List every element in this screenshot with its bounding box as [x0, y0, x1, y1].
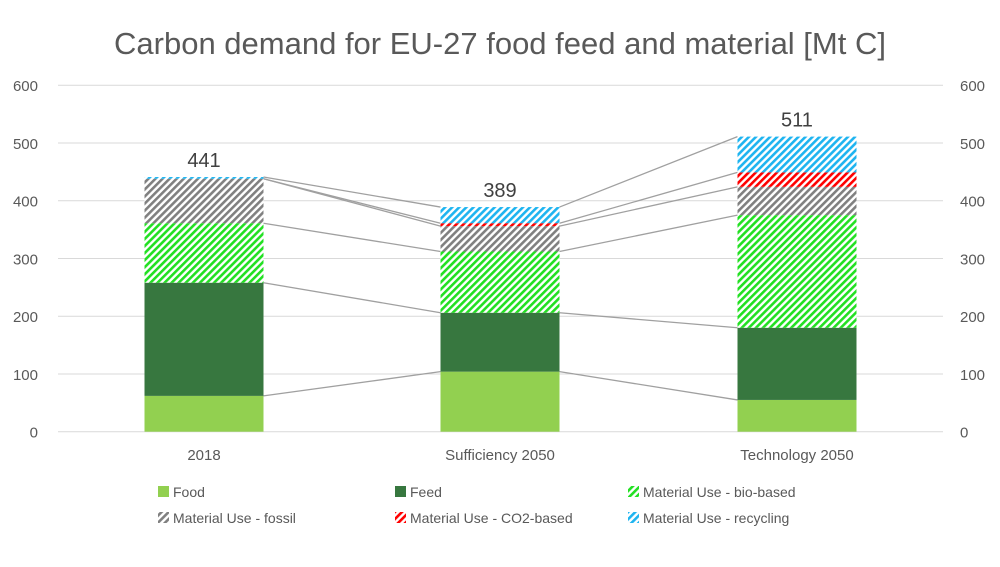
bar-segment-feed: [440, 312, 560, 372]
legend-item: Material Use - fossil: [158, 510, 296, 526]
legend-swatch: [158, 512, 169, 523]
y-tick-label-left: 300: [13, 251, 38, 268]
y-tick-label-left: 0: [30, 425, 38, 442]
legend-label: Food: [173, 484, 205, 500]
y-tick-label-left: 500: [13, 136, 38, 153]
series-line: [559, 171, 738, 224]
series-line: [263, 370, 441, 397]
y-tick-label-left: 100: [13, 367, 38, 384]
bar-segment-material-use-recycling: [144, 177, 264, 179]
legend-swatch: [158, 486, 169, 497]
bar-segment-material-use-fossil: [144, 178, 264, 224]
bar-segment-material-use-recycling: [440, 207, 560, 224]
y-tick-label-left: 200: [13, 309, 38, 326]
x-tick-label: Sufficiency 2050: [445, 447, 555, 464]
bar-segment-feed: [144, 282, 264, 396]
y-tick-label-left: 600: [13, 78, 38, 95]
bar-segment-material-use-bio-based: [144, 223, 264, 283]
legend-label: Material Use - bio-based: [643, 484, 796, 500]
total-data-label: 511: [781, 110, 813, 132]
bar-segment-material-use-fossil: [440, 226, 560, 252]
series-line: [559, 312, 738, 329]
y-tick-label-right: 0: [960, 425, 968, 442]
bar-segment-material-use-bio-based: [440, 251, 560, 313]
series-line: [263, 176, 441, 208]
bar-segment-material-use-bio-based: [737, 215, 857, 328]
x-tick-label: 2018: [187, 447, 220, 464]
y-tick-label-right: 200: [960, 309, 985, 326]
bar-segment-material-use-recycling: [737, 136, 857, 173]
legend-label: Material Use - fossil: [173, 510, 296, 526]
bar-segment-feed: [737, 327, 857, 400]
bar-segment-food: [737, 399, 857, 432]
bar-segment-material-use-co2-based: [737, 172, 857, 187]
series-line: [559, 214, 738, 253]
y-tick-label-right: 300: [960, 251, 985, 268]
total-data-label: 389: [483, 180, 516, 202]
series-line: [559, 135, 738, 208]
series-line: [559, 186, 738, 227]
legend-swatch: [395, 512, 406, 523]
series-line: [559, 370, 738, 401]
legend-label: Material Use - recycling: [643, 510, 789, 526]
y-tick-label-left: 400: [13, 194, 38, 211]
legend-swatch: [628, 512, 639, 523]
y-tick-label-right: 400: [960, 194, 985, 211]
y-tick-label-right: 600: [960, 78, 985, 95]
bar-segment-material-use-fossil: [737, 186, 857, 216]
y-tick-label-right: 500: [960, 136, 985, 153]
series-line: [263, 178, 441, 224]
total-data-label: 441: [187, 150, 220, 172]
bar-segment-food: [144, 395, 264, 432]
x-tick-label: Technology 2050: [740, 447, 853, 464]
series-line: [263, 222, 441, 253]
legend-swatch: [628, 486, 639, 497]
bar-segment-material-use-co2-based: [440, 223, 560, 227]
bar-segment-food: [440, 371, 560, 432]
legend-item: Material Use - bio-based: [628, 484, 796, 500]
y-tick-label-right: 100: [960, 367, 985, 384]
series-line: [263, 282, 441, 314]
legend-item: Material Use - recycling: [628, 510, 789, 526]
legend-item: Food: [158, 484, 205, 500]
legend-item: Feed: [395, 484, 442, 500]
legend-item: Material Use - CO2-based: [395, 510, 573, 526]
chart-title: Carbon demand for EU-27 food feed and ma…: [114, 26, 886, 61]
legend-swatch: [395, 486, 406, 497]
legend-label: Feed: [410, 484, 442, 500]
legend-label: Material Use - CO2-based: [410, 510, 573, 526]
